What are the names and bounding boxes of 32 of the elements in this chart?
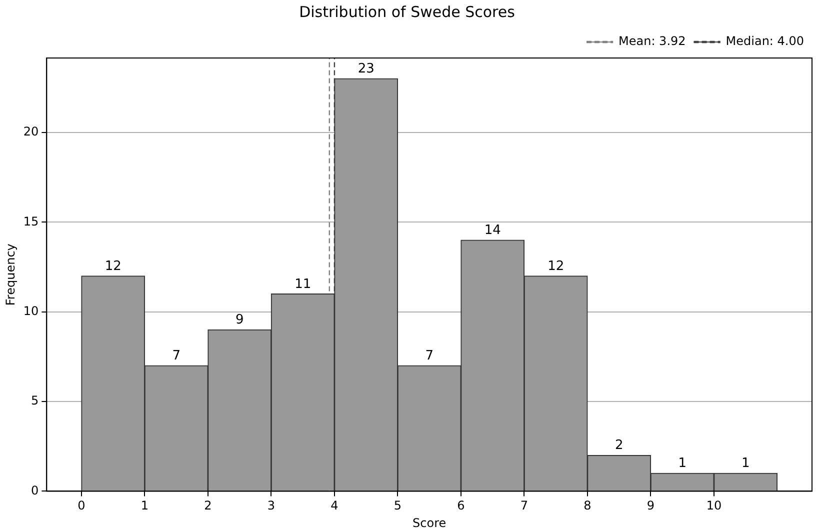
data-label: 9 [235,312,244,328]
data-label: 2 [614,438,624,454]
chart-title: Distribution of Swede Scores [299,2,516,21]
y-axis-title: Frequency [3,244,18,306]
y-tick-label: 15 [23,214,39,228]
x-tick-label: 2 [204,498,212,513]
data-label: 1 [678,456,686,472]
x-tick-label: 4 [330,498,338,513]
x-tick-label: 8 [584,498,592,513]
data-label: 1 [741,456,750,472]
x-tick-label: 1 [140,498,149,513]
data-label: 12 [104,258,122,274]
x-tick-label: 0 [78,498,86,513]
x-tick-label: 7 [520,498,528,513]
x-tick-label: 9 [646,498,655,513]
data-label: 7 [172,348,180,364]
legend-label: Median: 4.00 [726,34,804,48]
data-label: 7 [425,348,434,364]
y-tick-label: 5 [31,394,39,408]
data-label: 11 [294,276,312,292]
x-tick-label: 6 [457,498,465,513]
x-axis-title: Score [412,516,446,530]
legend-label: Mean: 3.92 [618,34,686,48]
x-tick-label: 10 [706,498,722,513]
x-tick-label: 3 [267,498,276,513]
x-tick-label: 5 [394,498,402,513]
y-tick-label: 0 [31,483,39,498]
y-tick-label: 20 [23,124,39,139]
data-label: 14 [484,222,501,238]
data-label: 23 [358,62,374,77]
y-tick-label: 10 [23,304,39,318]
data-label: 12 [548,258,564,274]
